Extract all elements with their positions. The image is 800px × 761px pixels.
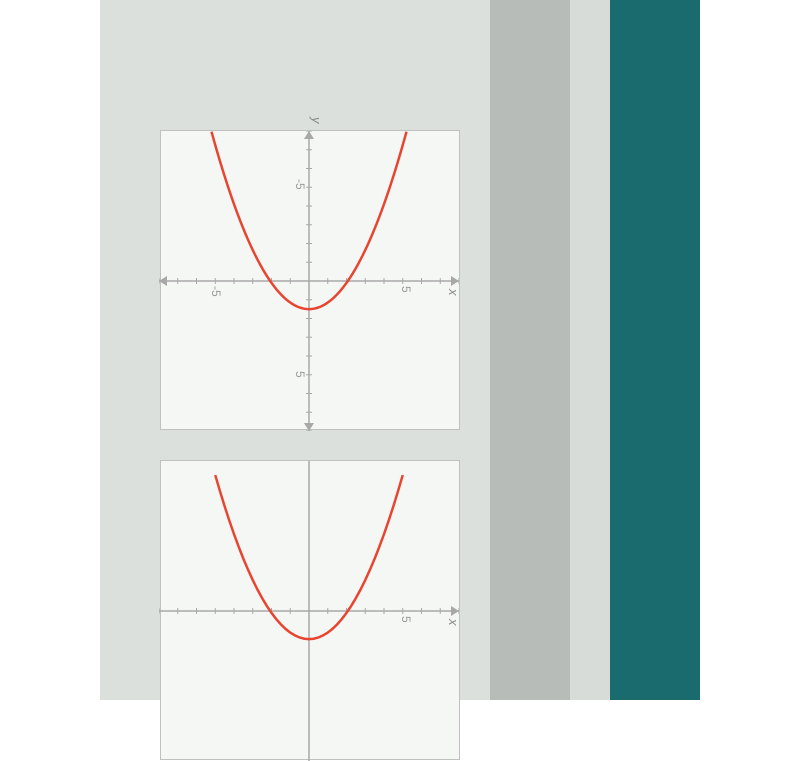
chart-1-svg [159,131,459,431]
chart-2-ytick-pos: 5 [399,616,413,623]
chart-1: x y 5 -5 -5 5 [160,130,460,430]
chart-1-ytick-pos: 5 [399,286,413,293]
dark-gray-band [490,0,570,700]
light-gray-band [570,0,610,700]
chart-1-xtick-neg: -5 [293,179,307,190]
chart-1-xlabel: x [446,289,461,296]
chart-2: x 5 [160,460,460,760]
chart-1-xtick-pos: 5 [293,371,307,378]
chart-2-svg [159,461,459,761]
chart-2-xlabel: x [446,619,461,626]
chart-1-ylabel: y [309,117,324,124]
teal-band [610,0,700,700]
chart-1-ytick-neg: -5 [209,286,223,297]
